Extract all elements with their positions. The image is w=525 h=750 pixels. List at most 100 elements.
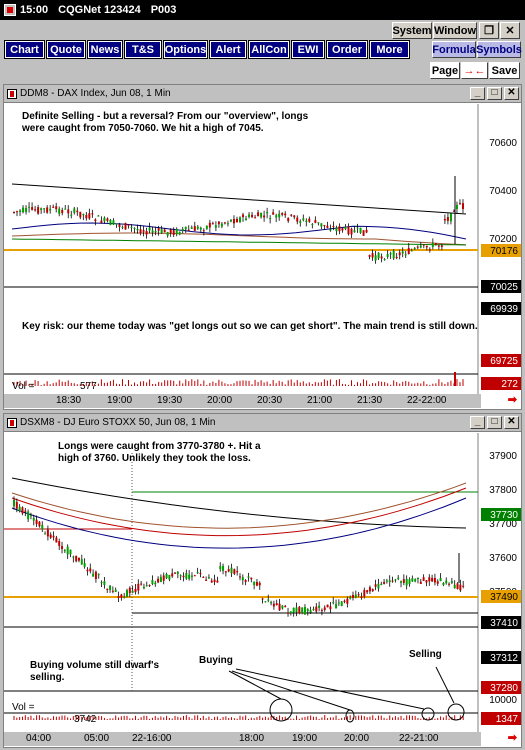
window-button[interactable]: Window (433, 22, 477, 39)
candle-body (350, 228, 353, 235)
tab-news[interactable]: News (87, 40, 123, 59)
time-axis: 04:00 05:00 22-16:00 18:00 19:00 20:00 2… (4, 732, 481, 746)
candle-body (34, 209, 37, 211)
candle-body (139, 229, 142, 234)
candle-body (462, 585, 465, 587)
candle-body (260, 212, 263, 218)
pointer-line (235, 668, 425, 710)
candle-body (77, 557, 80, 561)
price-badge-label: 37490 (490, 592, 518, 603)
annotation-top: Longs were caught from 3770-3780 +. Hit … (58, 441, 261, 464)
candle-body (389, 253, 392, 255)
moving-average-line (11, 183, 467, 215)
symbols-button[interactable]: Symbols (476, 41, 522, 58)
candle-body (445, 580, 448, 584)
candle-body (100, 582, 103, 584)
candle-body (309, 610, 312, 613)
candle-body (299, 221, 302, 223)
candle-body (214, 225, 217, 228)
tab-order[interactable]: Order (326, 40, 368, 59)
tab-more[interactable]: More (369, 40, 410, 59)
candle-body (305, 220, 308, 223)
price-chart-dax[interactable]: 7060070400702007000070176700256993969725… (4, 104, 521, 395)
price-badge (481, 681, 521, 694)
candle-body (261, 598, 264, 600)
restore-icon[interactable]: ❐ (479, 22, 499, 39)
minimize-icon[interactable]: _ (470, 87, 485, 100)
candle-body (29, 515, 32, 517)
candle-body (413, 248, 416, 250)
candle-body (289, 611, 292, 614)
annotation-buying: Buying (199, 655, 233, 666)
candle-body (385, 580, 388, 582)
candle-body (88, 213, 91, 219)
chart-title-bar[interactable]: DSXM8 - DJ Euro STOXX 50, Jun 08, 1 Min … (4, 414, 521, 432)
maximize-icon[interactable]: □ (487, 87, 502, 100)
candle-body (356, 227, 359, 229)
tab-options[interactable]: Options (163, 40, 208, 59)
close-icon[interactable]: ✕ (500, 22, 520, 39)
maximize-icon[interactable]: □ (487, 416, 502, 429)
candle-body (278, 213, 281, 218)
moving-average-line (11, 487, 467, 537)
candle-body (450, 581, 453, 583)
candle-body (320, 223, 323, 227)
candle-body (318, 605, 321, 608)
candle-body (317, 222, 320, 224)
candle-body (422, 577, 425, 581)
candle-body (229, 219, 232, 222)
system-button[interactable]: System (392, 22, 432, 39)
candle-body (80, 559, 83, 565)
candle-body (397, 577, 400, 579)
candle-body (272, 212, 275, 215)
candle-body (112, 220, 115, 225)
tab-alert[interactable]: Alert (209, 40, 247, 59)
chart-window-icon[interactable] (7, 417, 17, 428)
candle-body (230, 567, 233, 574)
highlight-circle (447, 703, 465, 721)
candle-body (452, 210, 455, 212)
candle-body (92, 573, 95, 577)
arrows-button[interactable]: →← (461, 62, 488, 79)
scroll-right-icon[interactable]: ➡ (507, 732, 517, 744)
time-label: 04:00 (26, 733, 52, 744)
formula-button[interactable]: Formula (432, 41, 476, 58)
candle-body (79, 211, 82, 218)
candle-body (329, 606, 332, 610)
candle-body (126, 590, 128, 597)
time-label: 20:30 (257, 395, 283, 406)
chart-title-bar[interactable]: DDM8 - DAX Index, Jun 08, 1 Min _ □ ✕ (4, 85, 521, 103)
candle-body (394, 579, 397, 581)
tab-chart[interactable]: Chart (4, 40, 45, 59)
app-icon[interactable] (4, 4, 16, 16)
candle-body (269, 218, 272, 220)
tab-quote[interactable]: Quote (46, 40, 86, 59)
tab-ewi[interactable]: EWI (291, 40, 325, 59)
price-badge (481, 590, 521, 603)
volume-label: Vol = (12, 381, 35, 392)
candle-body (111, 590, 114, 592)
scroll-right-icon[interactable]: ➡ (507, 394, 517, 406)
save-button[interactable]: Save (489, 62, 520, 79)
candle-body (115, 223, 118, 225)
tab-ts[interactable]: T&S (124, 40, 162, 59)
page-button[interactable]: Page (430, 62, 460, 79)
tab-allcon[interactable]: AllCon (248, 40, 290, 59)
candle-body (35, 519, 38, 525)
candle-body (190, 227, 193, 229)
candle-body (410, 250, 413, 252)
candle-body (414, 579, 417, 582)
close-icon[interactable]: ✕ (504, 87, 519, 100)
chart-window-icon[interactable] (7, 88, 17, 99)
candle-body (40, 208, 43, 211)
candle-body (168, 574, 171, 580)
price-tick-label: 37800 (489, 485, 517, 496)
candle-body (157, 228, 160, 231)
candle-body (181, 228, 184, 231)
price-chart-stoxx[interactable]: 3790037800377003760037500374002000010000… (4, 433, 521, 733)
candle-body (94, 571, 97, 579)
close-icon[interactable]: ✕ (504, 416, 519, 429)
minimize-icon[interactable]: _ (470, 416, 485, 429)
pointer-line (435, 666, 455, 704)
candle-body (89, 568, 92, 572)
